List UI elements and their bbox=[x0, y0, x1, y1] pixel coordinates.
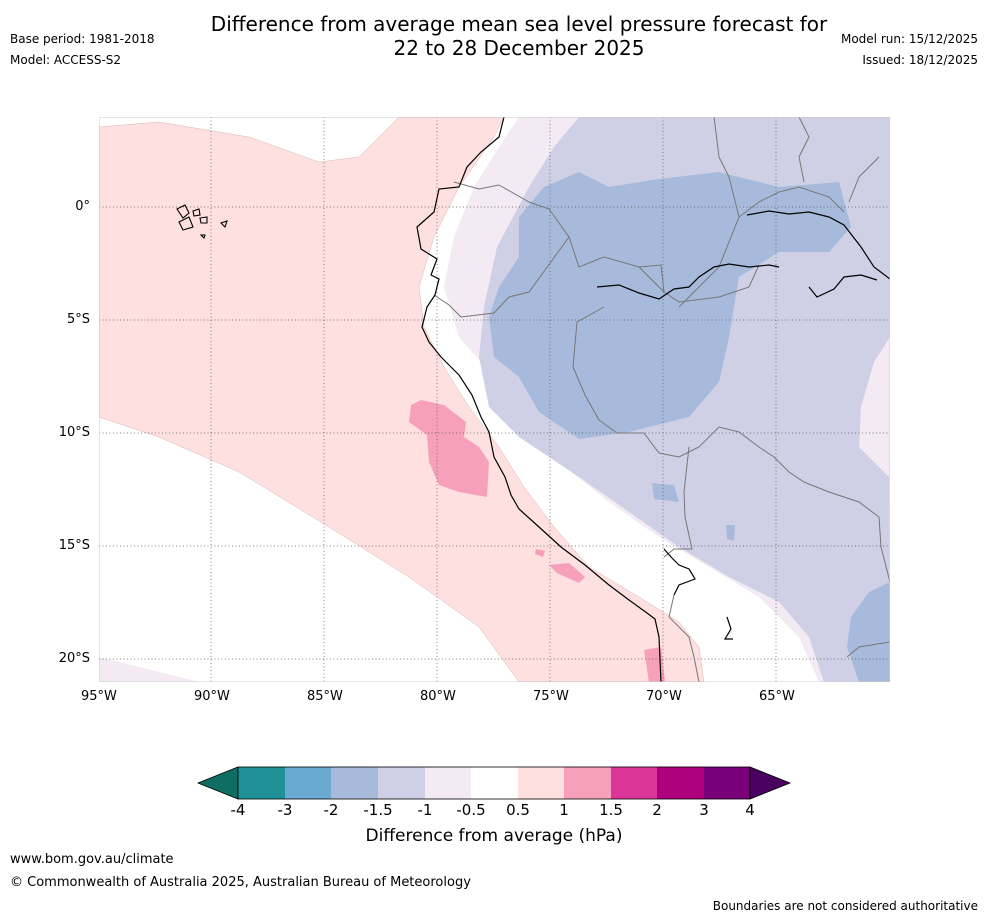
colorbar-segment-extend-low bbox=[196, 766, 239, 800]
colorbar-outline bbox=[237, 766, 751, 800]
lat-label-15s: 15°S bbox=[58, 538, 90, 553]
colorbar-segment-2 bbox=[285, 767, 331, 799]
anomaly-patch-negative-1p5-c bbox=[847, 582, 890, 682]
colorbar-tick: -2 bbox=[323, 801, 339, 819]
website-link[interactable]: www.bom.gov.au/climate bbox=[10, 852, 174, 867]
colorbar-tick: 1.5 bbox=[599, 801, 623, 819]
lon-label-75w: 75°W bbox=[533, 689, 569, 704]
colorbar-tick: 2 bbox=[652, 801, 662, 819]
colorbar-tick: -1.5 bbox=[363, 801, 393, 819]
anomaly-region-negative-1p5 bbox=[489, 172, 851, 439]
chart-title: Difference from average mean sea level p… bbox=[0, 12, 988, 60]
colorbar-segment-7 bbox=[518, 767, 564, 799]
colorbar bbox=[196, 766, 792, 800]
colorbar-segment-5 bbox=[425, 767, 471, 799]
colorbar-tick: 0.5 bbox=[506, 801, 530, 819]
issued-date: Issued: 18/12/2025 bbox=[862, 53, 978, 67]
anomaly-patch-negative-1p5-b bbox=[726, 525, 735, 541]
lat-label-10s: 10°S bbox=[58, 425, 90, 440]
anomaly-patch-negative-1p5-a bbox=[652, 483, 679, 502]
colorbar-segment-extend-high bbox=[749, 766, 792, 800]
anomaly-patch-positive-3 bbox=[535, 549, 545, 557]
colorbar-tick: 4 bbox=[745, 801, 755, 819]
colorbar-segment-10 bbox=[657, 767, 704, 799]
lon-label-70w: 70°W bbox=[646, 689, 682, 704]
colorbar-tick: 1 bbox=[559, 801, 569, 819]
copyright-notice: © Commonwealth of Australia 2025, Austra… bbox=[10, 875, 471, 890]
lat-label-0: 0° bbox=[75, 199, 90, 214]
anomaly-patch-positive-2 bbox=[549, 563, 585, 583]
galapagos-islands bbox=[176, 204, 228, 240]
colorbar-tick: -0.5 bbox=[456, 801, 486, 819]
colorbar-title: Difference from average (hPa) bbox=[365, 826, 623, 846]
coastlines bbox=[416, 117, 890, 682]
meta-right: Model run: 15/12/2025 Issued: 18/12/2025 bbox=[841, 31, 978, 68]
colorbar-segment-9 bbox=[611, 767, 657, 799]
colorbar-segment-11 bbox=[704, 767, 750, 799]
colorbar-segment-3 bbox=[331, 767, 378, 799]
title-line-2: 22 to 28 December 2025 bbox=[393, 36, 645, 60]
title-line-1: Difference from average mean sea level p… bbox=[210, 12, 828, 36]
colorbar-segment-8 bbox=[564, 767, 611, 799]
gridlines bbox=[99, 117, 890, 682]
map-frame bbox=[99, 117, 890, 682]
colorbar-segment-1 bbox=[238, 767, 285, 799]
pressure-anomaly-map bbox=[99, 117, 890, 682]
base-period: Base period: 1981-2018 bbox=[10, 32, 155, 46]
lat-label-20s: 20°S bbox=[58, 651, 90, 666]
lat-label-5s: 5°S bbox=[66, 312, 90, 327]
boundary-disclaimer: Boundaries are not considered authoritat… bbox=[712, 899, 978, 913]
colorbar-tick: 3 bbox=[699, 801, 709, 819]
lon-label-65w: 65°W bbox=[759, 689, 795, 704]
colorbar-segment-6 bbox=[471, 767, 518, 799]
lon-label-85w: 85°W bbox=[307, 689, 343, 704]
model-run: Model run: 15/12/2025 bbox=[840, 32, 978, 46]
lon-label-80w: 80°W bbox=[420, 689, 456, 704]
colorbar-tick: -3 bbox=[277, 801, 293, 819]
colorbar-segment-4 bbox=[378, 767, 425, 799]
colorbar-tick: -4 bbox=[230, 801, 246, 819]
anomaly-patch-southwest bbox=[99, 657, 199, 682]
meta-left: Base period: 1981-2018 Model: ACCESS-S2 bbox=[10, 31, 155, 68]
country-borders bbox=[433, 117, 890, 682]
lon-label-95w: 95°W bbox=[81, 689, 117, 704]
anomaly-region-positive-0p5 bbox=[99, 117, 705, 682]
anomaly-patch-positive-1 bbox=[409, 400, 489, 497]
model-name: Model: ACCESS-S2 bbox=[10, 53, 122, 67]
lon-label-90w: 90°W bbox=[194, 689, 230, 704]
colorbar-tick: -1 bbox=[417, 801, 433, 819]
